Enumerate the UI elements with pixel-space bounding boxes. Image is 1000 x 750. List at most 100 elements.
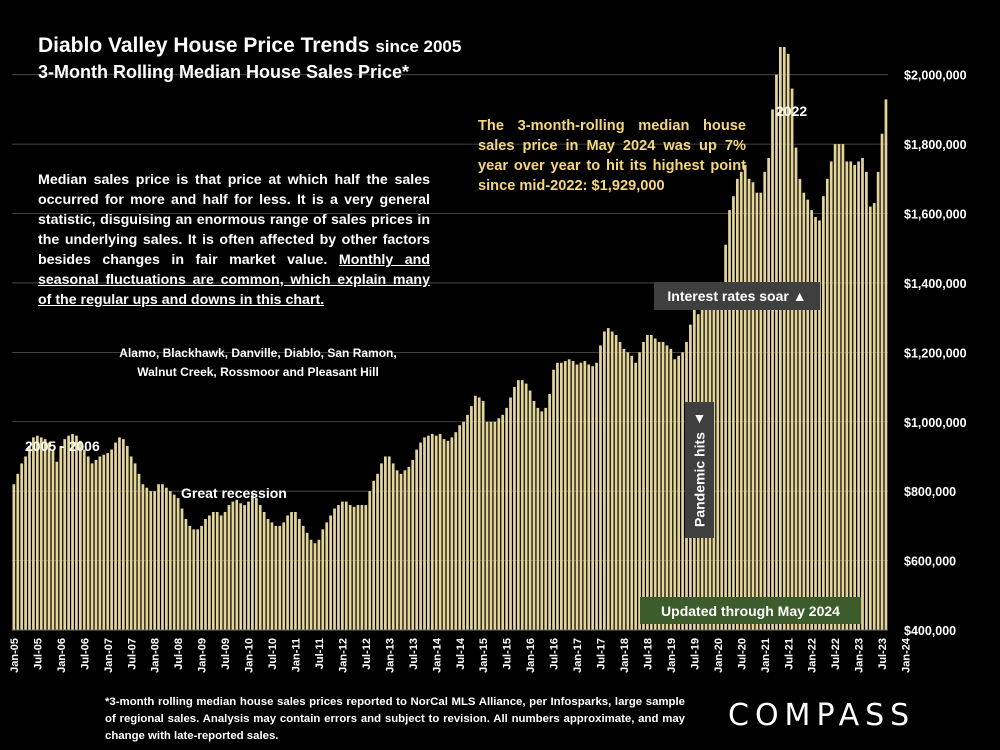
bar — [254, 498, 258, 630]
bar — [251, 494, 254, 630]
bar — [333, 508, 336, 630]
x-tick-label: Jul-13 — [408, 638, 420, 670]
bar — [348, 505, 352, 630]
bar — [630, 355, 634, 630]
bar — [215, 512, 219, 630]
bar — [133, 463, 137, 630]
bar — [802, 192, 806, 631]
bar — [513, 387, 516, 630]
bar — [446, 440, 450, 630]
chart-bars — [12, 46, 888, 631]
label-2005-2006: 2005 - 2006 — [25, 438, 100, 454]
bar — [610, 331, 614, 630]
bar — [868, 206, 872, 630]
bar — [595, 362, 598, 630]
bar — [853, 164, 857, 631]
bar — [571, 361, 575, 630]
bar — [473, 395, 477, 630]
chart-title-suffix: since 2005 — [375, 37, 462, 56]
x-tick-label: Jan-22 — [807, 638, 819, 673]
bar — [747, 178, 751, 630]
bar — [755, 192, 759, 631]
chart-subtitle: 3-Month Rolling Median House Sales Price… — [38, 62, 410, 82]
bar — [458, 425, 462, 630]
bar — [634, 362, 638, 630]
bar — [638, 352, 641, 630]
areas-line-1: Alamo, Blackhawk, Danville, Diablo, San … — [119, 346, 397, 360]
bar — [743, 164, 747, 631]
bar — [102, 454, 106, 630]
bar — [243, 505, 246, 630]
bar — [176, 498, 180, 630]
bar — [286, 515, 289, 630]
bar — [548, 394, 551, 630]
bar — [78, 440, 82, 630]
x-tick-label: Jul-20 — [736, 638, 748, 670]
bar — [59, 446, 63, 630]
bar — [540, 411, 544, 630]
bar — [822, 196, 825, 631]
bar — [735, 178, 739, 630]
bar — [739, 171, 743, 630]
bar — [223, 512, 227, 630]
bar — [317, 539, 321, 630]
bar — [466, 414, 469, 630]
x-tick-label: Jul-17 — [596, 638, 608, 670]
bar — [814, 217, 817, 630]
bar — [419, 442, 422, 630]
description-plain: Median sales price is that price at whic… — [38, 172, 430, 268]
bar — [297, 518, 301, 630]
bar — [661, 341, 665, 630]
x-tick-label: Jan-05 — [9, 638, 21, 673]
bar — [430, 433, 434, 630]
bar — [184, 518, 188, 630]
bar — [845, 161, 849, 630]
x-tick-label: Jul-09 — [220, 638, 232, 670]
bar — [720, 282, 724, 630]
badge-updated: Updated through May 2024 — [640, 597, 861, 624]
bar — [642, 341, 645, 630]
bar — [606, 328, 610, 630]
bar — [403, 470, 407, 630]
y-tick-label: $1,200,000 — [904, 346, 967, 360]
bar — [653, 338, 657, 630]
bar — [849, 161, 853, 630]
bar — [192, 529, 196, 630]
x-tick-label: Jan-07 — [103, 638, 115, 673]
bar — [454, 432, 458, 630]
bar — [583, 361, 587, 630]
x-tick-label: Jan-18 — [619, 638, 631, 673]
bar — [528, 390, 532, 630]
bar — [305, 532, 309, 630]
bar — [489, 421, 493, 630]
bar — [798, 178, 802, 630]
bar — [434, 435, 438, 630]
bar — [563, 361, 567, 630]
description-text: Median sales price is that price at whic… — [38, 170, 430, 310]
x-tick-label: Jan-11 — [291, 638, 303, 672]
x-tick-label: Jan-13 — [384, 638, 396, 673]
bar — [129, 456, 133, 630]
bar — [204, 518, 207, 630]
bar — [536, 407, 540, 630]
bar — [509, 397, 512, 630]
bar — [274, 525, 278, 630]
bar — [779, 46, 782, 631]
y-tick-label: $2,000,000 — [904, 69, 967, 83]
x-axis-tick-labels: Jan-05 Jul-05 Jan-06 Jul-06 Jan-07 Jul-07 Jan-… — [9, 637, 913, 673]
bar — [157, 484, 160, 630]
y-tick-label: $400,000 — [904, 624, 956, 638]
areas-list: Alamo, Blackhawk, Danville, Diablo, San … — [98, 344, 418, 382]
bar — [196, 529, 200, 630]
bar — [110, 449, 113, 630]
bar — [20, 463, 24, 630]
bar — [427, 435, 430, 630]
x-tick-label: Jul-10 — [267, 638, 279, 670]
bar — [829, 161, 833, 630]
bar — [833, 144, 837, 630]
bar — [524, 383, 528, 630]
bar — [771, 109, 774, 631]
bar — [415, 449, 419, 630]
bar — [556, 362, 559, 630]
